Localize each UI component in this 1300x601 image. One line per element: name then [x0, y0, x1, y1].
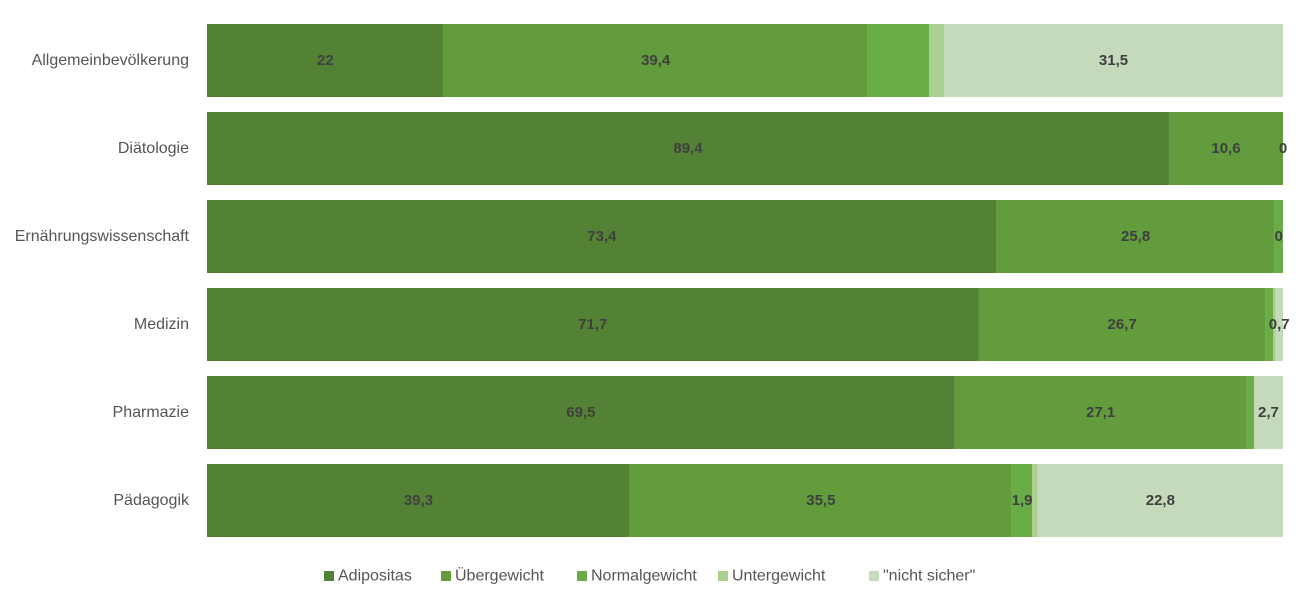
data-label-pharmazie-adipositas: 69,5: [566, 404, 595, 421]
legend-label-nicht-sicher: "nicht sicher": [883, 568, 975, 585]
bar-diätologie-übergewicht: [1168, 112, 1283, 185]
category-label-ernährungswissenschaft: Ernährungswissenschaft: [15, 228, 190, 245]
bar-allgemeinbevölkerung-normalgewicht: [867, 24, 929, 97]
legend-label-übergewicht: Übergewicht: [455, 567, 544, 585]
data-label-ernährungswissenschaft-adipositas: 73,4: [587, 228, 617, 245]
bar-pharmazie-normalgewicht: [1246, 376, 1254, 449]
legend-swatch-nicht-sicher: [869, 571, 879, 581]
bar-medizin-untergewicht: [1273, 288, 1276, 361]
legend-swatch-normalgewicht: [577, 571, 587, 581]
data-label-diätologie-normalgewicht: 0: [1279, 140, 1287, 157]
legend-label-untergewicht: Untergewicht: [732, 568, 826, 585]
bar-medizin-normalgewicht: [1265, 288, 1274, 361]
bar-pädagogik-adipositas: [207, 464, 630, 537]
category-label-medizin: Medizin: [134, 316, 189, 333]
data-label-medizin-nicht-sicher: 0,7: [1269, 316, 1290, 333]
bar-medizin-übergewicht: [978, 288, 1266, 361]
data-label-pharmazie-übergewicht: 27,1: [1086, 404, 1115, 421]
bar-allgemeinbevölkerung-nicht-sicher: [944, 24, 1283, 97]
bar-ernährungswissenschaft-normalgewicht: [1274, 200, 1283, 273]
bar-ernährungswissenschaft-übergewicht: [996, 200, 1275, 273]
category-label-pharmazie: Pharmazie: [113, 404, 190, 421]
data-label-pädagogik-normalgewicht: 1,9: [1012, 492, 1033, 509]
legend-swatch-adipositas: [324, 571, 334, 581]
bar-ernährungswissenschaft-adipositas: [207, 200, 997, 273]
bar-medizin-nicht-sicher: [1275, 288, 1283, 361]
data-label-diätologie-adipositas: 89,4: [673, 140, 703, 157]
data-label-diätologie-übergewicht: 10,6: [1211, 140, 1240, 157]
legend-swatch-übergewicht: [441, 571, 451, 581]
bars-group: [207, 24, 1283, 537]
data-label-allgemeinbevölkerung-adipositas: 22: [317, 52, 334, 69]
legend: Adipositas Übergewicht Normalgewicht Unterg…: [324, 567, 975, 585]
data-label-ernährungswissenschaft-übergewicht: 25,8: [1121, 228, 1150, 245]
data-label-ernährungswissenschaft-normalgewicht: 0: [1275, 228, 1283, 245]
bar-allgemeinbevölkerung-übergewicht: [443, 24, 868, 97]
category-label-allgemeinbevölkerung: Allgemeinbevölkerung: [32, 52, 189, 69]
data-label-pädagogik-adipositas: 39,3: [404, 492, 433, 509]
bar-diätologie-adipositas: [207, 112, 1169, 185]
legend-label-adipositas: Adipositas: [338, 568, 412, 585]
data-label-pädagogik-nicht-sicher: 22,8: [1146, 492, 1175, 509]
legend-label-normalgewicht: Normalgewicht: [591, 568, 697, 585]
category-label-diätologie: Diätologie: [118, 140, 189, 157]
bar-allgemeinbevölkerung-adipositas: [207, 24, 444, 97]
bar-allgemeinbevölkerung-untergewicht: [928, 24, 945, 97]
data-labels: 22 39,4 31,5 89,4 10,6 0 73,4 25,8 0 71,7 26,7 0,7 6…: [317, 52, 1290, 509]
data-label-allgemeinbevölkerung-nicht-sicher: 31,5: [1099, 52, 1128, 69]
data-label-medizin-übergewicht: 26,7: [1108, 316, 1137, 333]
category-labels: Allgemeinbevölkerung Diätologie Ernährungs…: [15, 52, 190, 509]
legend-swatch-untergewicht: [718, 571, 728, 581]
bar-pharmazie-adipositas: [207, 376, 955, 449]
data-label-medizin-adipositas: 71,7: [578, 316, 607, 333]
bar-pädagogik-nicht-sicher: [1037, 464, 1283, 537]
category-label-pädagogik: Pädagogik: [113, 492, 190, 509]
data-label-pädagogik-übergewicht: 35,5: [806, 492, 835, 509]
bar-pädagogik-übergewicht: [629, 464, 1012, 537]
data-label-pharmazie-nicht-sicher: 2,7: [1258, 404, 1279, 421]
bar-pädagogik-normalgewicht: [1011, 464, 1033, 537]
data-label-allgemeinbevölkerung-übergewicht: 39,4: [641, 52, 671, 69]
bar-pharmazie-übergewicht: [954, 376, 1247, 449]
bar-pharmazie-nicht-sicher: [1253, 376, 1283, 449]
bar-pädagogik-untergewicht: [1032, 464, 1038, 537]
bar-medizin-adipositas: [207, 288, 979, 361]
